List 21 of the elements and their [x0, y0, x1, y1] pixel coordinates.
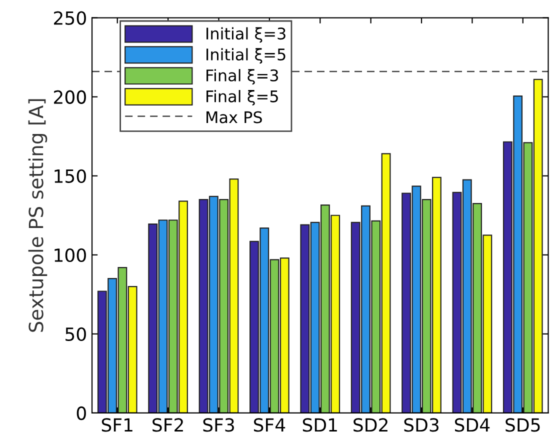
- x-tick-label: SD2: [354, 418, 388, 432]
- legend-label: Initial ξ=5: [206, 48, 286, 64]
- x-tick-label: SD3: [404, 418, 438, 432]
- x-tick-label: SF4: [254, 418, 286, 432]
- legend-label: Final ξ=5: [206, 90, 278, 106]
- legend-label: Final ξ=3: [206, 69, 278, 85]
- y-tick-label: 100: [54, 248, 86, 262]
- x-tick-label: SD5: [506, 418, 540, 432]
- legend-label: Initial ξ=3: [206, 27, 286, 43]
- y-axis-title: Sextupole PS setting [A]: [28, 99, 48, 332]
- y-tick-label: 150: [54, 169, 86, 183]
- x-tick-label: SF3: [203, 418, 234, 432]
- x-tick-label: SD1: [302, 418, 337, 432]
- y-tick-label: 250: [54, 11, 86, 25]
- y-tick-label: 50: [66, 327, 86, 342]
- y-tick-label: 200: [54, 90, 86, 104]
- x-tick-label: SF2: [152, 418, 183, 432]
- y-tick-label: 0: [76, 406, 86, 420]
- x-tick-label: SD4: [454, 418, 490, 432]
- x-tick-label: SF1: [102, 418, 132, 432]
- legend-label: Max PS: [206, 111, 262, 124]
